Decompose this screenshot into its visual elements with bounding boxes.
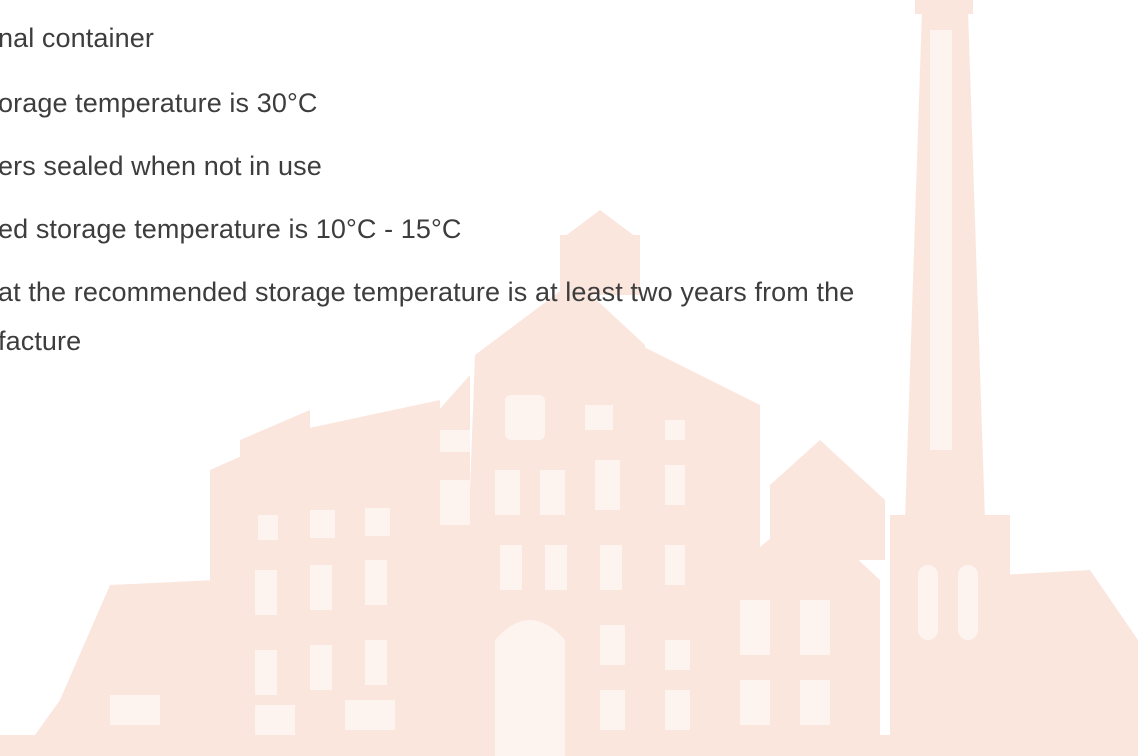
- text-line: facture: [0, 326, 82, 356]
- text-line: ers sealed when not in use: [0, 151, 322, 181]
- text-line: orage temperature is 30°C: [0, 88, 318, 118]
- text-line: at the recommended storage temperature i…: [0, 277, 855, 307]
- text-line: ed storage temperature is 10°C - 15°C: [0, 214, 462, 244]
- text-line: nal container: [0, 23, 154, 53]
